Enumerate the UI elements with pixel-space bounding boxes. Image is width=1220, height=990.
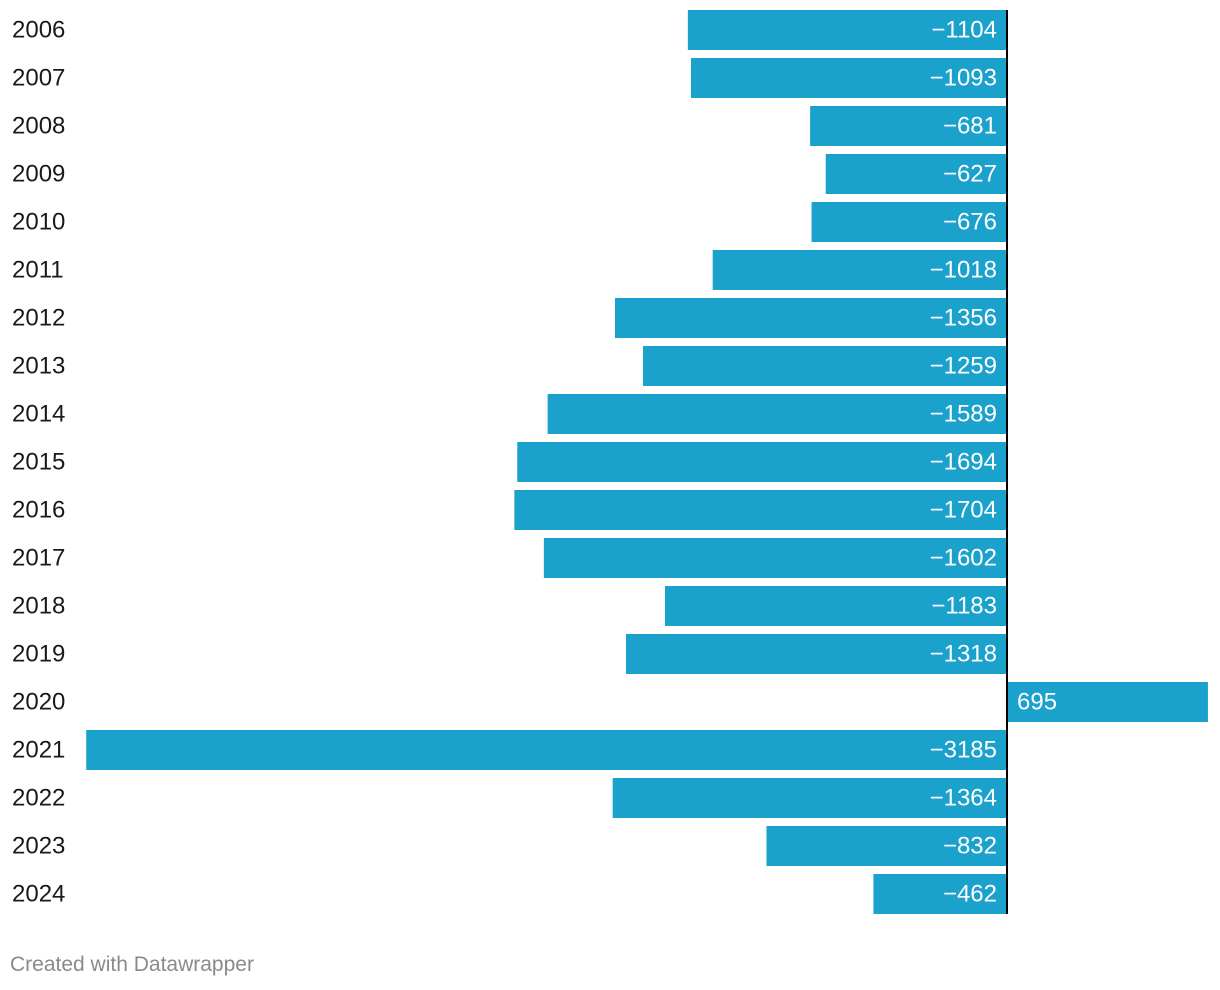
value-label: −462 xyxy=(943,881,997,908)
category-label: 2024 xyxy=(12,881,65,908)
category-label: 2011 xyxy=(12,257,64,284)
category-label: 2015 xyxy=(12,449,65,476)
category-label: 2013 xyxy=(12,353,65,380)
bar xyxy=(625,634,1007,674)
value-label: −1104 xyxy=(931,17,997,44)
bar xyxy=(664,586,1007,626)
bar xyxy=(873,874,1007,914)
category-label: 2007 xyxy=(12,65,65,92)
bar xyxy=(691,58,1007,98)
category-label: 2012 xyxy=(12,305,65,332)
bar xyxy=(643,346,1007,386)
category-label: 2006 xyxy=(12,17,65,44)
value-label: −1694 xyxy=(930,449,997,476)
bar xyxy=(687,10,1007,50)
bar xyxy=(514,490,1007,530)
value-label: −3185 xyxy=(930,737,997,764)
value-label: −1183 xyxy=(931,593,997,620)
value-label: −832 xyxy=(943,833,997,860)
value-label: −1364 xyxy=(930,785,997,812)
category-label: 2021 xyxy=(12,737,65,764)
value-label: −1093 xyxy=(930,65,997,92)
value-label: −1259 xyxy=(930,353,997,380)
category-label: 2023 xyxy=(12,833,65,860)
bar xyxy=(543,538,1007,578)
value-label: −1704 xyxy=(930,497,997,524)
category-label: 2008 xyxy=(12,113,65,140)
category-label: 2014 xyxy=(12,401,65,428)
category-label: 2010 xyxy=(12,209,65,236)
bar xyxy=(712,250,1007,290)
bar xyxy=(766,826,1007,866)
bar xyxy=(547,394,1007,434)
bar xyxy=(825,154,1007,194)
value-label: −1018 xyxy=(930,257,997,284)
bar xyxy=(612,778,1007,818)
category-label: 2016 xyxy=(12,497,65,524)
bar xyxy=(811,202,1007,242)
category-label: 2018 xyxy=(12,593,65,620)
bar xyxy=(86,730,1008,770)
footer-credit: Created with Datawrapper xyxy=(10,953,254,976)
value-label: 695 xyxy=(1017,689,1057,716)
category-label: 2022 xyxy=(12,785,65,812)
category-label: 2020 xyxy=(12,689,65,716)
bar xyxy=(517,442,1007,482)
value-label: −1318 xyxy=(930,641,997,668)
bar xyxy=(614,298,1007,338)
bar xyxy=(810,106,1007,146)
value-label: −676 xyxy=(943,209,997,236)
value-label: −1602 xyxy=(930,545,997,572)
category-label: 2009 xyxy=(12,161,65,188)
bars-layer xyxy=(86,10,1208,914)
value-label: −1356 xyxy=(930,305,997,332)
bar-chart: 2006 −1104 2007 −1093 2008 −681 2009 −627 2010 −6… xyxy=(12,10,1208,914)
bar xyxy=(1007,682,1208,722)
category-label: 2019 xyxy=(12,641,65,668)
labels-layer: 2006 −1104 2007 −1093 2008 −681 2009 −627 2010 −6… xyxy=(12,17,1057,908)
category-label: 2017 xyxy=(12,545,65,572)
value-label: −627 xyxy=(943,161,997,188)
value-label: −1589 xyxy=(930,401,997,428)
value-label: −681 xyxy=(943,113,997,140)
